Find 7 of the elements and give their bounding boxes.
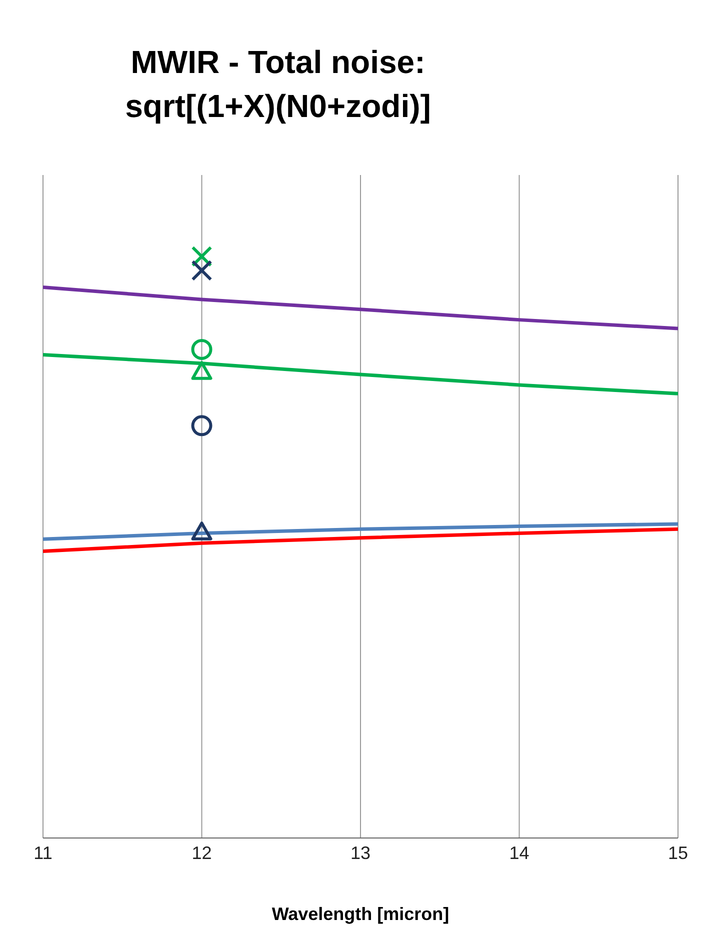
chart-title: MWIR - Total noise: sqrt[(1+X)(N0+zodi)] — [124, 43, 432, 126]
x-tick-label: 12 — [192, 842, 212, 863]
x-tick-label: 14 — [509, 842, 530, 863]
x-axis-title: Wavelength [micron] — [270, 904, 450, 925]
x-tick-label: 13 — [350, 842, 371, 863]
x-tick-label: 15 — [668, 842, 688, 863]
x-tick-label: 11 — [34, 842, 52, 863]
